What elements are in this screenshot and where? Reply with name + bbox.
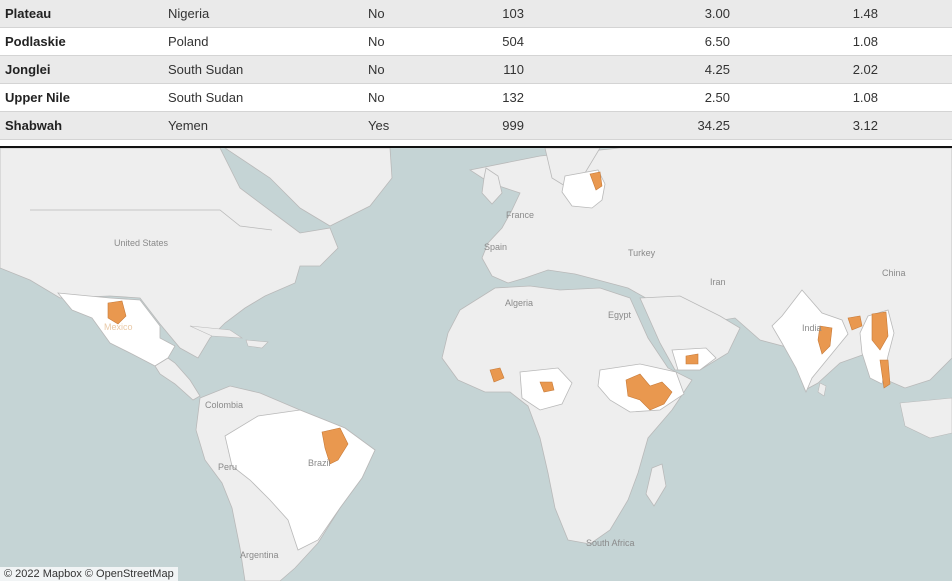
value3-cell: 1.48 xyxy=(852,6,878,21)
flag-cell: Yes xyxy=(368,118,390,133)
us-canada-border xyxy=(30,209,273,231)
map-label-united-states: United States xyxy=(114,238,169,248)
region-cell: Upper Nile xyxy=(5,90,71,105)
flag-cell: No xyxy=(368,34,385,49)
map-label-china: China xyxy=(882,268,906,278)
map-label-south-africa: South Africa xyxy=(586,538,635,548)
map-label-peru: Peru xyxy=(218,462,237,472)
value3-cell: 1.08 xyxy=(852,34,878,49)
madagascar-land xyxy=(645,463,667,507)
hispaniola-land xyxy=(245,339,269,349)
region-cell: Plateau xyxy=(5,6,52,21)
map-label-france: France xyxy=(506,210,534,220)
value3-cell: 1.08 xyxy=(852,90,878,105)
sri-lanka-land xyxy=(817,382,827,397)
africa-land xyxy=(441,285,693,545)
india-region-highlight[interactable] xyxy=(817,325,833,355)
region-cell: Jonglei xyxy=(5,62,51,77)
myanmar-south-region-highlight[interactable] xyxy=(879,359,891,389)
value1-cell: 132 xyxy=(502,90,524,105)
map-attribution[interactable]: © 2022 Mapbox © OpenStreetMap xyxy=(0,567,178,581)
table-row[interactable]: Jonglei South Sudan No 110 4.25 2.02 xyxy=(0,56,952,84)
map-label-mexico: Mexico xyxy=(104,322,133,332)
myanmar-region-highlight[interactable] xyxy=(871,311,889,351)
brazil-region-highlight[interactable] xyxy=(321,427,349,465)
uk-land xyxy=(481,167,503,205)
flag-cell: No xyxy=(368,6,385,21)
mexico-region-highlight[interactable] xyxy=(107,300,127,325)
section-divider xyxy=(0,146,952,148)
map-label-argentina: Argentina xyxy=(240,550,279,560)
central-america-land xyxy=(154,357,201,401)
value2-cell: 6.50 xyxy=(704,34,730,49)
map-label-colombia: Colombia xyxy=(205,400,243,410)
india-country xyxy=(771,289,849,394)
map-label-turkey: Turkey xyxy=(628,248,656,258)
value2-cell: 4.25 xyxy=(704,62,730,77)
table-row[interactable]: Upper Nile South Sudan No 132 2.50 1.08 xyxy=(0,84,952,112)
value2-cell: 34.25 xyxy=(697,118,730,133)
country-cell: Yemen xyxy=(168,118,208,133)
data-table: Plateau Nigeria No 103 3.00 1.48 Podlask… xyxy=(0,0,952,140)
map-label-iran: Iran xyxy=(710,277,726,287)
poland-region-highlight[interactable] xyxy=(589,171,603,191)
yemen-region-highlight[interactable] xyxy=(685,353,699,365)
value1-cell: 504 xyxy=(502,34,524,49)
region-cell: Shabwah xyxy=(5,118,63,133)
map-label-egypt: Egypt xyxy=(608,310,632,320)
map-label-brazil: Brazil xyxy=(308,458,331,468)
value2-cell: 2.50 xyxy=(704,90,730,105)
sea-islands-land xyxy=(899,397,952,439)
map-label-india: India xyxy=(802,323,822,333)
value3-cell: 3.12 xyxy=(852,118,878,133)
greenland-land xyxy=(224,148,393,227)
cuba-land xyxy=(189,325,244,339)
map-label-algeria: Algeria xyxy=(505,298,533,308)
country-cell: South Sudan xyxy=(168,90,244,105)
table-row[interactable]: Shabwah Yemen Yes 999 34.25 3.12 xyxy=(0,112,952,140)
country-cell: Poland xyxy=(168,34,209,49)
flag-cell: No xyxy=(368,62,385,77)
west-africa-region-highlight[interactable] xyxy=(489,367,505,383)
south-sudan-region-highlight[interactable] xyxy=(625,373,673,411)
table-row[interactable]: Plateau Nigeria No 103 3.00 1.48 xyxy=(0,0,952,28)
arabia-land xyxy=(639,295,741,371)
region-cell: Podlaskie xyxy=(5,34,66,49)
value3-cell: 2.02 xyxy=(852,62,878,77)
value2-cell: 3.00 xyxy=(704,6,730,21)
table-row[interactable]: Podlaskie Poland No 504 6.50 1.08 xyxy=(0,28,952,56)
country-cell: South Sudan xyxy=(168,62,244,77)
country-cell: Nigeria xyxy=(168,6,210,21)
northeast-india-region-highlight[interactable] xyxy=(847,315,863,331)
map-label-spain: Spain xyxy=(484,242,507,252)
flag-cell: No xyxy=(368,90,385,105)
map-canvas: United States Mexico Colombia Peru Brazi… xyxy=(0,148,952,581)
value1-cell: 103 xyxy=(502,6,524,21)
nigeria-region-highlight[interactable] xyxy=(539,381,555,393)
world-map[interactable]: United States Mexico Colombia Peru Brazi… xyxy=(0,148,952,581)
value1-cell: 999 xyxy=(502,118,524,133)
value1-cell: 110 xyxy=(503,62,524,77)
